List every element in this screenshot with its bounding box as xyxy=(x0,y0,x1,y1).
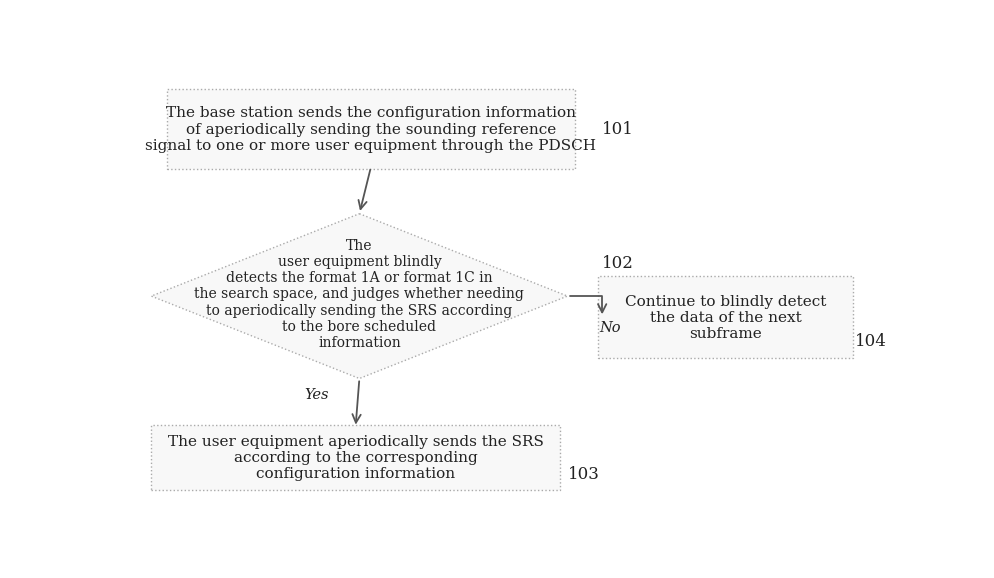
Text: The base station sends the configuration information
of aperiodically sending th: The base station sends the configuration… xyxy=(145,106,596,153)
Text: Yes: Yes xyxy=(304,388,329,402)
Text: 104: 104 xyxy=(855,332,887,349)
Polygon shape xyxy=(151,214,568,379)
Text: The user equipment aperiodically sends the SRS
according to the corresponding
co: The user equipment aperiodically sends t… xyxy=(168,435,543,481)
Text: 103: 103 xyxy=(568,466,599,483)
Text: 102: 102 xyxy=(601,254,634,272)
Text: The
user equipment blindly
detects the format 1A or format 1C in
the search spac: The user equipment blindly detects the f… xyxy=(195,239,524,350)
Text: 101: 101 xyxy=(601,121,634,138)
FancyBboxPatch shape xyxy=(167,90,575,169)
FancyBboxPatch shape xyxy=(598,276,852,358)
FancyBboxPatch shape xyxy=(151,425,560,490)
Text: Continue to blindly detect
the data of the next
subframe: Continue to blindly detect the data of t… xyxy=(624,294,826,340)
Text: No: No xyxy=(598,321,620,335)
